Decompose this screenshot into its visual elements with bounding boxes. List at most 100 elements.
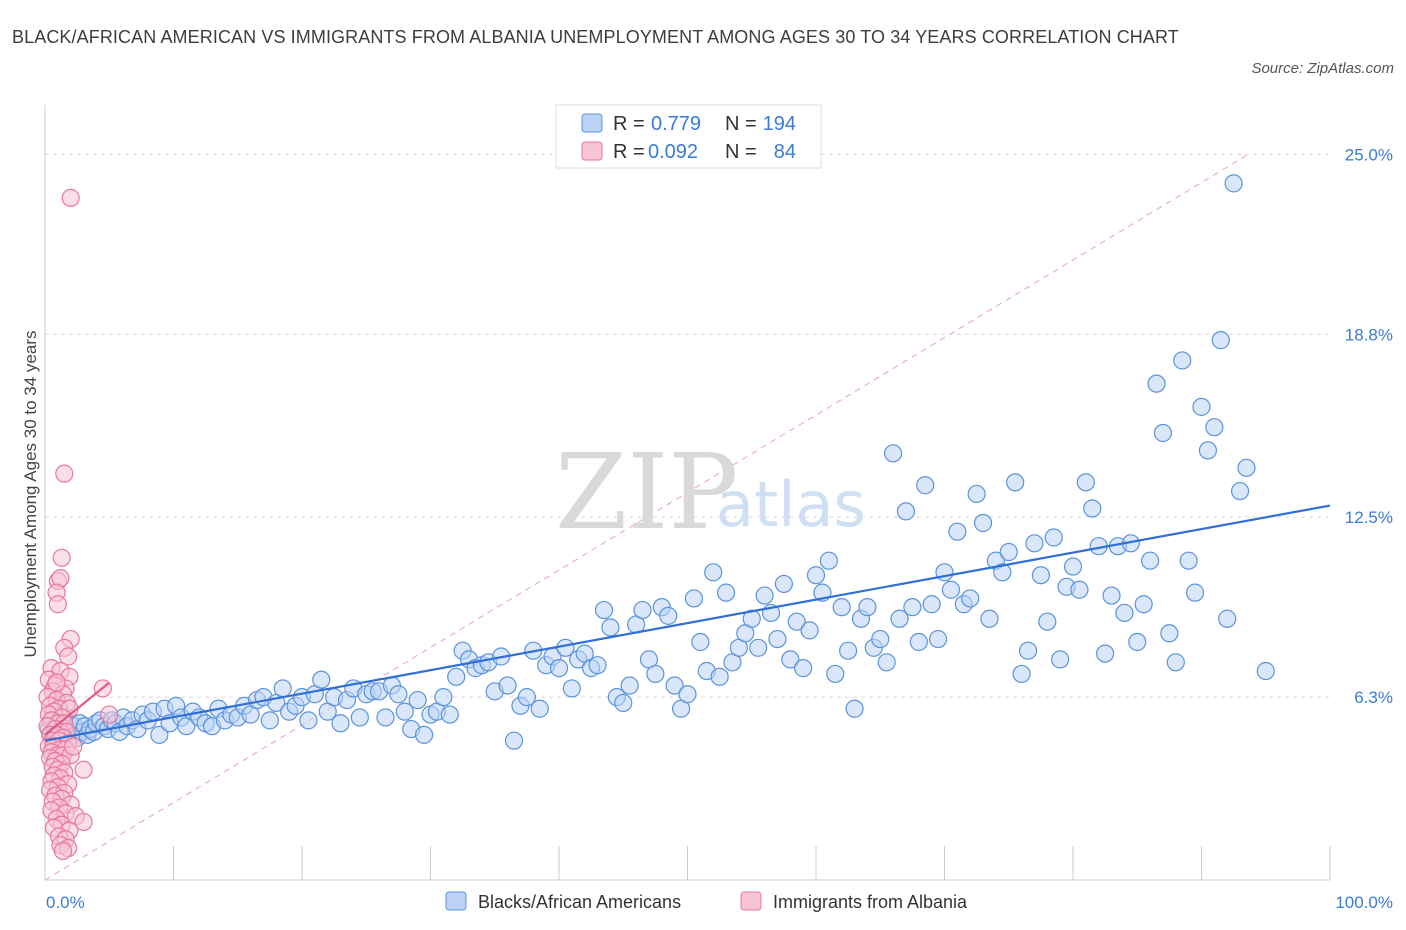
blacks-point bbox=[787, 612, 806, 631]
blacks-point bbox=[1012, 664, 1031, 684]
blacks-point bbox=[620, 676, 639, 695]
legend-blue-swatch bbox=[581, 113, 603, 133]
bottom-legend-pink-label: Immigrants from Albania bbox=[773, 892, 968, 912]
blacks-point bbox=[858, 598, 877, 617]
albania-point bbox=[74, 760, 93, 779]
blacks-point bbox=[434, 688, 453, 707]
blacks-point bbox=[1102, 586, 1121, 605]
legend-r-label-2: R = bbox=[613, 141, 645, 163]
blacks-point bbox=[1006, 473, 1025, 492]
source-label: Source: ZipAtlas.com bbox=[1251, 60, 1394, 77]
y-tick-label: 12.5% bbox=[1345, 508, 1393, 527]
blacks-point bbox=[800, 621, 819, 640]
blacks-point bbox=[684, 589, 704, 608]
blacks-point bbox=[871, 629, 890, 649]
blacks-point bbox=[299, 711, 318, 730]
blacks-point bbox=[1230, 481, 1250, 501]
blacks-point bbox=[845, 699, 864, 718]
blacks-point bbox=[588, 656, 607, 675]
blacks-point bbox=[646, 664, 665, 684]
bottom-legend-blue-swatch bbox=[445, 891, 467, 911]
blacks-point bbox=[678, 685, 697, 704]
blacks-point bbox=[260, 711, 279, 730]
blacks-point bbox=[1166, 653, 1185, 672]
albania-point bbox=[64, 737, 83, 756]
blacks-point bbox=[517, 688, 536, 707]
blacks-point bbox=[716, 583, 736, 602]
blacks-point bbox=[1140, 551, 1160, 570]
legend-r-label-1: R = bbox=[613, 113, 645, 135]
blacks-point bbox=[1192, 397, 1211, 416]
blacks-point bbox=[659, 606, 678, 625]
legend-n-value-1: 194 bbox=[763, 113, 796, 135]
blacks-point bbox=[395, 702, 414, 721]
blacks-point bbox=[826, 664, 845, 684]
blacks-point bbox=[1025, 534, 1044, 553]
blacks-point bbox=[601, 618, 620, 637]
chart-title: BLACK/AFRICAN AMERICAN VS IMMIGRANTS FRO… bbox=[12, 27, 1179, 47]
blacks-point bbox=[916, 476, 935, 495]
albania-point bbox=[53, 841, 73, 861]
blacks-point bbox=[973, 513, 993, 533]
blacks-point bbox=[1198, 441, 1218, 460]
blacks-point bbox=[1173, 351, 1192, 370]
blacks-point bbox=[999, 542, 1018, 562]
blacks-point bbox=[1160, 624, 1179, 643]
trend-lines bbox=[44, 504, 1331, 742]
blacks-point bbox=[1185, 583, 1205, 602]
bottom-legend-blue-label: Blacks/African Americans bbox=[478, 892, 681, 912]
blacks-point bbox=[1063, 557, 1083, 576]
blacks-point bbox=[941, 580, 961, 599]
blacks-point bbox=[1211, 331, 1230, 350]
albania-point bbox=[52, 548, 71, 567]
albania-point bbox=[61, 188, 80, 207]
blacks-point bbox=[781, 650, 800, 669]
blacks-point bbox=[1128, 632, 1147, 652]
blacks-point bbox=[504, 731, 524, 750]
blacks-point bbox=[1038, 612, 1057, 631]
blacks-point bbox=[883, 444, 903, 463]
albania-point bbox=[48, 595, 67, 614]
blacks-point bbox=[839, 641, 858, 660]
blacks-point bbox=[710, 667, 729, 686]
blacks-point bbox=[832, 598, 851, 617]
blacks-point bbox=[1076, 473, 1095, 492]
bottom-legend: Blacks/African Americans Immigrants from… bbox=[445, 891, 968, 912]
blacks-point bbox=[633, 600, 652, 620]
blacks-trend-line bbox=[44, 504, 1331, 742]
blacks-point bbox=[312, 670, 331, 689]
blacks-point bbox=[909, 632, 928, 652]
blacks-point bbox=[273, 679, 292, 698]
albania-point bbox=[74, 812, 93, 832]
blacks-point bbox=[896, 502, 916, 521]
blacks-point bbox=[691, 632, 710, 652]
blacks-point bbox=[1096, 644, 1115, 663]
blacks-point bbox=[1237, 458, 1256, 477]
blacks-point bbox=[549, 659, 569, 678]
blacks-point bbox=[755, 586, 774, 605]
blacks-point bbox=[562, 679, 581, 698]
blacks-point bbox=[447, 667, 466, 686]
blacks-point bbox=[665, 676, 684, 695]
y-tick-labels: 6.3% 12.5% 18.8% 25.0% bbox=[1345, 145, 1393, 707]
blacks-point bbox=[877, 653, 896, 672]
axes bbox=[44, 105, 1331, 881]
albania-point bbox=[100, 705, 119, 724]
bottom-legend-pink-swatch bbox=[740, 891, 762, 911]
blacks-point bbox=[350, 708, 369, 727]
legend-r-value-2: 0.092 bbox=[648, 141, 698, 163]
blacks-point bbox=[389, 685, 408, 704]
blacks-point bbox=[890, 609, 909, 628]
watermark: ZIP atlas bbox=[555, 431, 866, 553]
blacks-point bbox=[768, 629, 787, 649]
blacks-point bbox=[498, 676, 517, 695]
blacks-point bbox=[993, 563, 1012, 582]
blacks-point bbox=[594, 600, 614, 620]
blacks-point bbox=[150, 725, 169, 744]
blacks-point bbox=[774, 574, 793, 594]
blacks-point bbox=[922, 595, 941, 614]
legend-n-value-2: 84 bbox=[774, 141, 796, 163]
series-albania-points bbox=[38, 188, 119, 861]
blacks-point bbox=[749, 638, 768, 657]
blacks-point bbox=[1179, 551, 1198, 570]
